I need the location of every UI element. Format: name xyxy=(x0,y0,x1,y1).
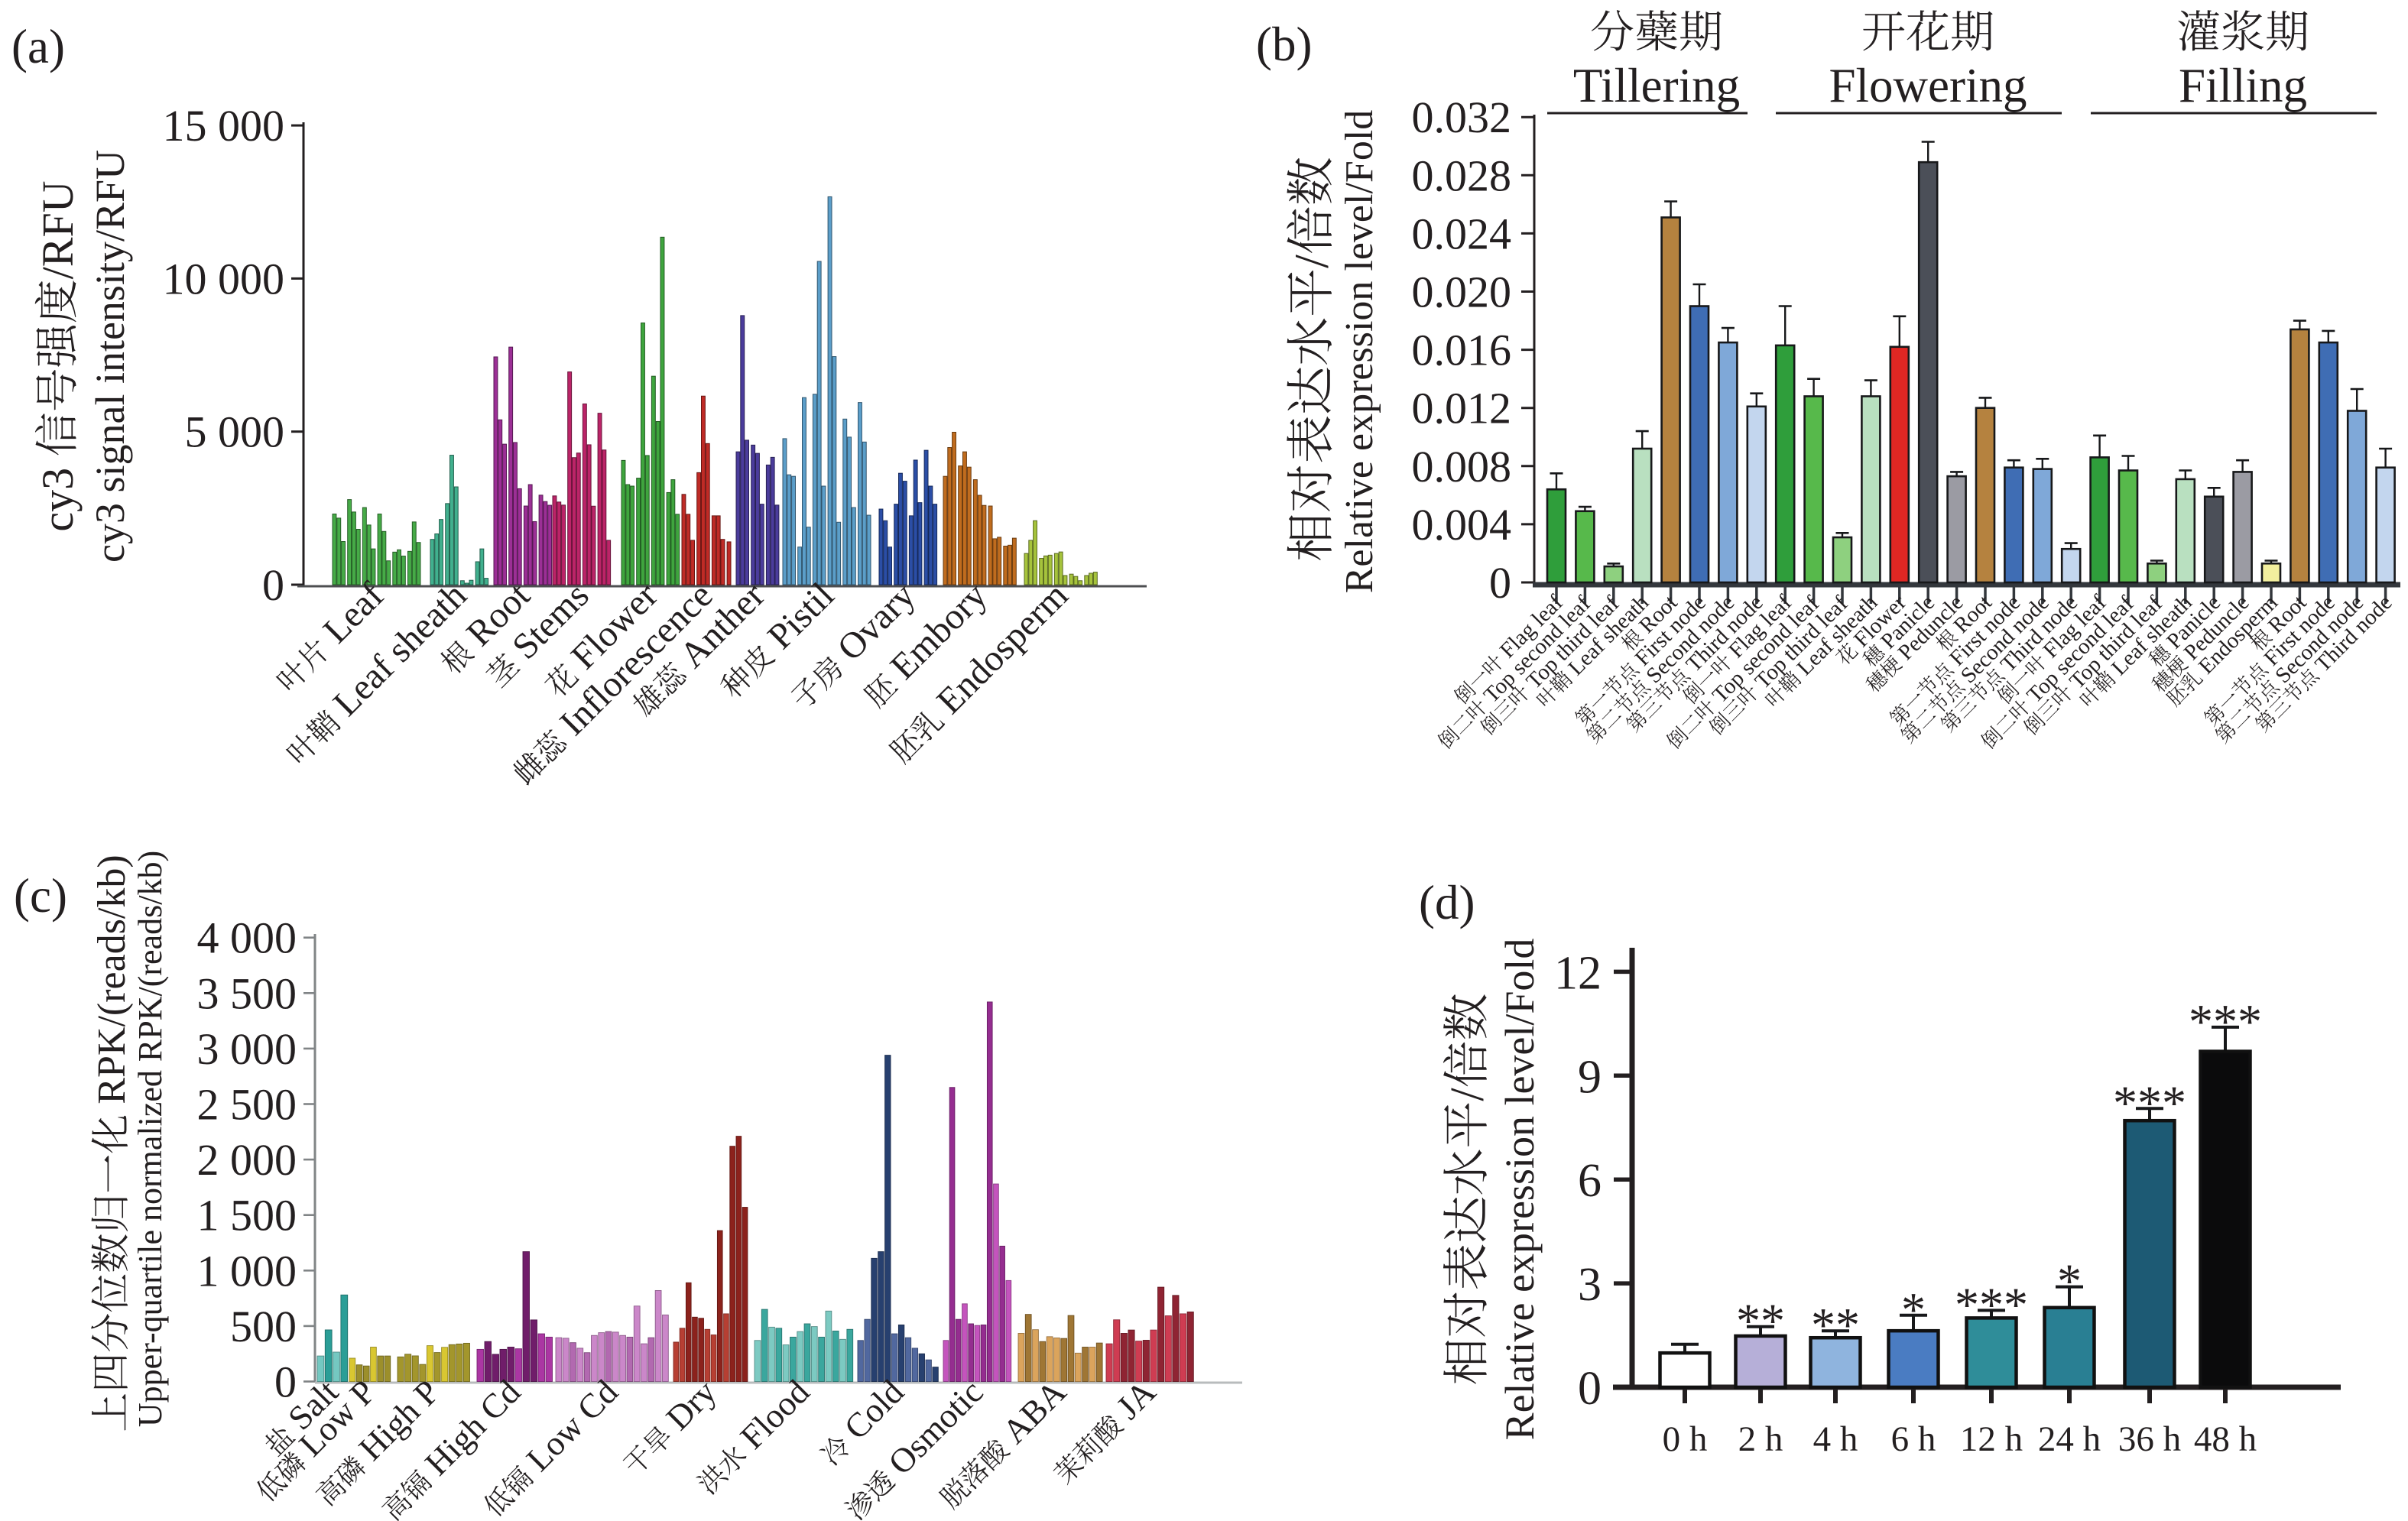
svg-text:6 h: 6 h xyxy=(1891,1419,1936,1459)
svg-text:3: 3 xyxy=(1578,1259,1602,1311)
svg-text:4 h: 4 h xyxy=(1813,1419,1858,1459)
svg-text:(c): (c) xyxy=(14,869,67,923)
svg-text:0.024: 0.024 xyxy=(1412,209,1512,258)
svg-text:1 500: 1 500 xyxy=(197,1191,297,1240)
svg-text:(b): (b) xyxy=(1256,18,1312,71)
svg-text:12 h: 12 h xyxy=(1960,1419,2023,1459)
svg-text:2 h: 2 h xyxy=(1738,1419,1783,1459)
svg-text:cy3 signal intensity/RFU: cy3 signal intensity/RFU xyxy=(87,150,133,563)
svg-text:RPK/(reads/kb): RPK/(reads/kb) xyxy=(90,855,134,1104)
svg-text:/RFU: /RFU xyxy=(33,180,83,279)
svg-text:Tillering: Tillering xyxy=(1573,59,1740,112)
svg-text:9: 9 xyxy=(1578,1051,1602,1103)
svg-text:Relative expression level/Fold: Relative expression level/Fold xyxy=(1338,110,1381,594)
svg-text:***: *** xyxy=(2113,1075,2186,1130)
svg-text:0.008: 0.008 xyxy=(1412,442,1512,491)
svg-text:0: 0 xyxy=(274,1357,297,1407)
svg-text:0.016: 0.016 xyxy=(1412,326,1512,375)
svg-text:0: 0 xyxy=(1489,558,1511,608)
svg-text:3 000: 3 000 xyxy=(197,1024,297,1074)
svg-text:10 000: 10 000 xyxy=(163,254,285,303)
svg-text:2 000: 2 000 xyxy=(197,1135,297,1185)
svg-text:5 000: 5 000 xyxy=(185,407,285,457)
svg-text:0: 0 xyxy=(262,560,284,610)
svg-text:**: ** xyxy=(1736,1294,1785,1348)
svg-text:/: / xyxy=(1442,1088,1494,1101)
svg-text:0.012: 0.012 xyxy=(1412,384,1512,433)
svg-text:*: * xyxy=(2057,1254,2082,1309)
svg-text:0.028: 0.028 xyxy=(1412,151,1512,200)
svg-text:Upper-quartile normalized RPK/: Upper-quartile normalized RPK/(reads/kb) xyxy=(131,851,169,1427)
svg-text:6: 6 xyxy=(1578,1155,1602,1207)
svg-text:/: / xyxy=(1284,255,1339,268)
svg-text:**: ** xyxy=(1811,1298,1860,1352)
svg-text:48 h: 48 h xyxy=(2194,1419,2257,1459)
svg-text:0 h: 0 h xyxy=(1663,1419,1708,1459)
svg-text:(d): (d) xyxy=(1419,876,1475,929)
svg-text:1 000: 1 000 xyxy=(197,1246,297,1296)
svg-text:15 000: 15 000 xyxy=(163,101,285,151)
svg-text:cy3: cy3 xyxy=(33,468,83,532)
svg-text:***: *** xyxy=(2189,994,2262,1049)
svg-text:(a): (a) xyxy=(11,20,65,73)
svg-text:Relative expression level/Fold: Relative expression level/Fold xyxy=(1497,939,1543,1441)
svg-text:2 500: 2 500 xyxy=(197,1080,297,1130)
svg-text:Flowering: Flowering xyxy=(1829,59,2027,112)
svg-text:36 h: 36 h xyxy=(2118,1419,2181,1459)
svg-text:0.004: 0.004 xyxy=(1412,500,1512,550)
svg-text:24 h: 24 h xyxy=(2038,1419,2101,1459)
svg-text:0.032: 0.032 xyxy=(1412,92,1512,142)
svg-text:12: 12 xyxy=(1554,947,1602,999)
svg-text:0.020: 0.020 xyxy=(1412,268,1512,317)
svg-text:***: *** xyxy=(1955,1277,2028,1331)
svg-text:500: 500 xyxy=(230,1302,297,1351)
svg-text:*: * xyxy=(1901,1283,1926,1337)
svg-text:0: 0 xyxy=(1578,1363,1602,1415)
svg-text:4 000: 4 000 xyxy=(197,913,297,963)
svg-text:Filling: Filling xyxy=(2179,59,2307,112)
svg-text:3 500: 3 500 xyxy=(197,968,297,1018)
